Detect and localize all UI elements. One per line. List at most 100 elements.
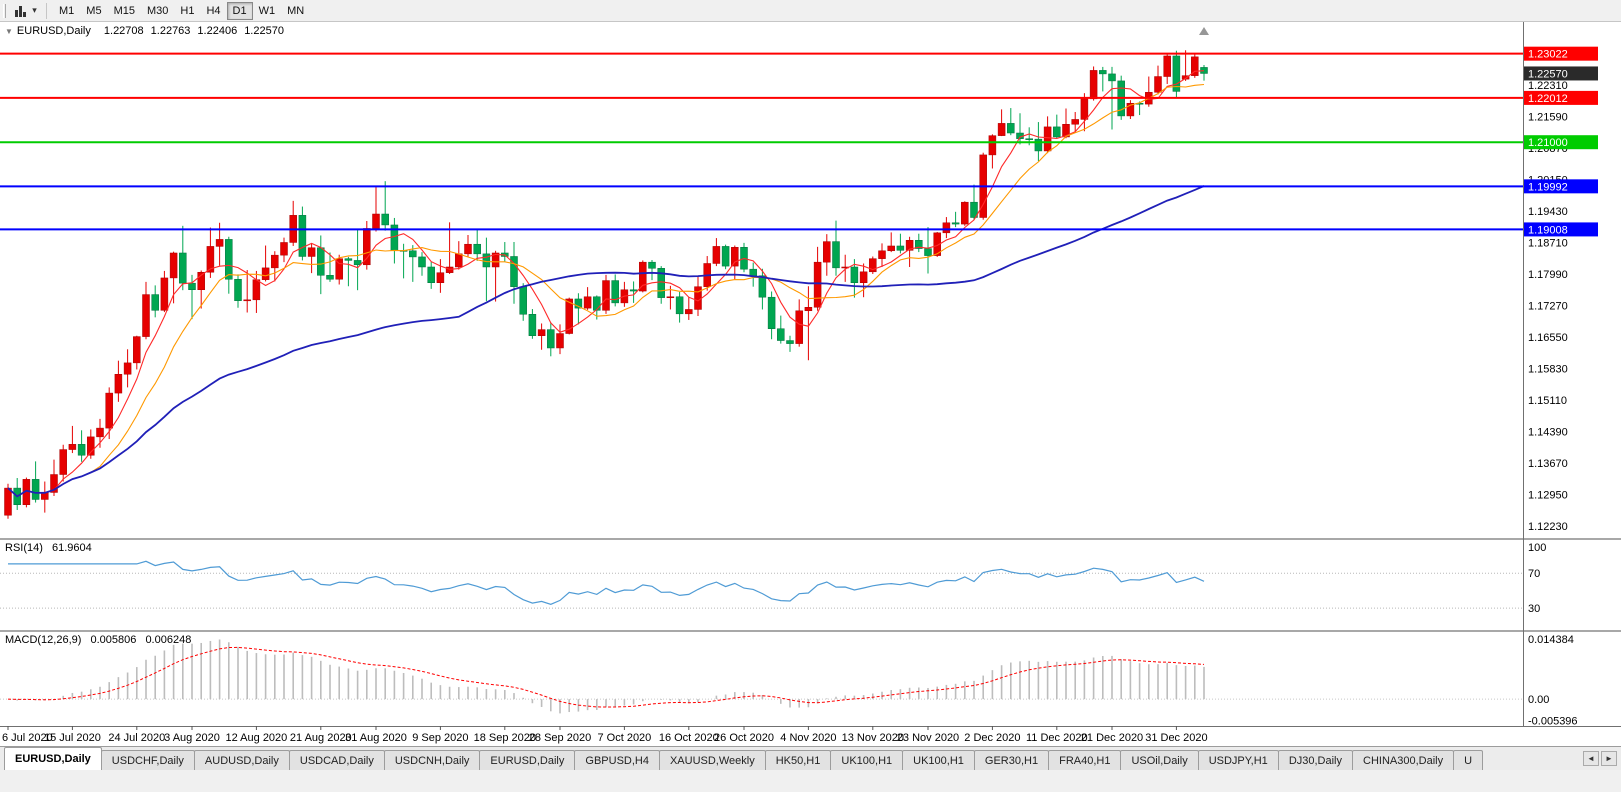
candle-body — [694, 286, 702, 310]
svg-text:1.22570: 1.22570 — [1528, 68, 1568, 80]
chart-tab-14[interactable]: USDJPY,H1 — [1197, 750, 1279, 770]
chart-tab-5[interactable]: EURUSD,Daily — [479, 750, 576, 770]
svg-text:30: 30 — [1528, 603, 1540, 615]
timeframe-button-w1[interactable]: W1 — [258, 4, 276, 17]
candle-body — [574, 298, 583, 309]
candle-body — [133, 336, 141, 364]
candle-body — [114, 374, 123, 394]
price-axis-tick-labels: 1.223101.215901.208701.201501.194301.187… — [1528, 80, 1568, 533]
chart-type-dropdown-icon[interactable]: ▾ — [32, 5, 37, 15]
svg-text:1.19008: 1.19008 — [1528, 224, 1568, 236]
rsi-indicator-header: RSI(14) 61.9604 — [5, 542, 92, 554]
chart-tab-9[interactable]: UK100,H1 — [830, 750, 904, 770]
candle-body — [344, 258, 353, 261]
timeframe-button-h1[interactable]: H1 — [180, 4, 195, 17]
timeframe-button-m15[interactable]: M15 — [113, 4, 135, 17]
svg-text:23 Nov 2020: 23 Nov 2020 — [897, 732, 959, 744]
tabs-scroll-controls: ◄ ► — [1583, 751, 1617, 770]
chart-tab-0[interactable]: EURUSD,Daily — [4, 747, 102, 770]
candle-body — [685, 309, 693, 315]
candle-body — [4, 487, 12, 516]
macd-panel: 0.014384 0.00 -0.005396 — [0, 634, 1578, 727]
tabs-scroll-right-button[interactable]: ► — [1601, 751, 1617, 766]
macd-signal-line — [7, 646, 1205, 708]
candle-body — [832, 241, 840, 269]
chart-area[interactable]: 1.223101.215901.208701.201501.194301.187… — [0, 22, 1621, 746]
candle-body — [307, 247, 316, 257]
chart-tab-10[interactable]: UK100,H1 — [902, 750, 975, 770]
candle-body — [970, 201, 978, 218]
moving-average-lines — [7, 70, 1205, 498]
chart-tab-15[interactable]: DJ30,Daily — [1277, 750, 1353, 770]
candle-body — [859, 271, 868, 283]
chart-tab-12[interactable]: FRA40,H1 — [1048, 750, 1122, 770]
macd-main-value: 0.005806 — [90, 634, 137, 646]
candle-body — [1181, 75, 1190, 80]
chart-tab-11[interactable]: GER30,H1 — [973, 750, 1050, 770]
svg-text:13 Nov 2020: 13 Nov 2020 — [842, 732, 904, 744]
candle-body — [767, 296, 776, 329]
candle-body — [436, 272, 445, 283]
macd-signal-value: 0.006248 — [145, 634, 192, 646]
ohlc-low-value: 1.22406 — [197, 25, 238, 37]
candle-body — [602, 280, 610, 311]
candle-body — [556, 333, 564, 349]
candle-body — [988, 135, 997, 156]
candle-body — [1043, 126, 1052, 152]
candle-body — [1080, 98, 1089, 120]
timeframe-buttons: M1 M5 M15 M30 H1 H4 D1 W1 MN — [53, 1, 310, 20]
candle-body — [482, 253, 491, 268]
candle-body — [317, 247, 325, 276]
candle-body — [850, 266, 859, 283]
toolbar-drag-grip[interactable] — [3, 3, 6, 18]
chart-shift-marker-icon[interactable] — [1199, 27, 1209, 35]
candle-body — [59, 449, 67, 475]
chart-canvas[interactable]: 1.223101.215901.208701.201501.194301.187… — [0, 22, 1621, 746]
chart-tab-13[interactable]: USOil,Daily — [1120, 750, 1199, 770]
chart-tab-7[interactable]: XAUUSD,Weekly — [658, 750, 766, 770]
svg-text:1.12950: 1.12950 — [1528, 490, 1568, 502]
chart-type-icon[interactable] — [12, 3, 28, 19]
chart-tab-6[interactable]: GBPUSD,H4 — [574, 750, 660, 770]
candle-body — [731, 247, 739, 267]
candle-body — [639, 261, 647, 292]
candle-body — [280, 242, 288, 256]
ohlc-close-value: 1.22570 — [244, 25, 284, 37]
chart-tab-17[interactable]: U — [1453, 750, 1484, 770]
candle-body — [528, 314, 537, 336]
candle-body — [961, 201, 969, 225]
svg-text:100: 100 — [1528, 542, 1546, 554]
candle-body — [887, 245, 895, 252]
chart-tab-3[interactable]: USDCAD,Daily — [288, 750, 385, 770]
candle-body — [547, 329, 555, 349]
svg-text:21 Dec 2020: 21 Dec 2020 — [1081, 732, 1143, 744]
ma-10-line — [7, 83, 1205, 498]
chart-tab-2[interactable]: AUDUSD,Daily — [193, 750, 290, 770]
chart-tab-1[interactable]: USDCHF,Daily — [100, 750, 195, 770]
chart-tab-bar: EURUSD,Daily USDCHF,Daily AUDUSD,Daily USDC… — [0, 746, 1621, 770]
chart-tab-4[interactable]: USDCNH,Daily — [383, 750, 481, 770]
chart-tab-8[interactable]: HK50,H1 — [764, 750, 832, 770]
candle-body — [1126, 102, 1135, 117]
timeframe-button-mn[interactable]: MN — [287, 4, 305, 17]
timeframe-button-m5[interactable]: M5 — [86, 4, 102, 17]
timeframe-button-m1[interactable]: M1 — [59, 4, 75, 17]
svg-text:1.18710: 1.18710 — [1528, 237, 1568, 249]
toolbar-separator — [46, 2, 47, 19]
svg-text:1.15110: 1.15110 — [1528, 395, 1567, 407]
timeframe-button-h4[interactable]: H4 — [206, 4, 221, 17]
candle-body — [1163, 55, 1171, 77]
collapse-subwindow-icon[interactable]: ▼ — [5, 26, 13, 36]
timeframe-button-m30[interactable]: M30 — [146, 4, 169, 17]
macd-name-label: MACD(12,26,9) — [5, 634, 82, 646]
chart-tab-16[interactable]: CHINA300,Daily — [1352, 750, 1455, 770]
timeframe-button-d1[interactable]: D1 — [226, 1, 253, 20]
tabs-scroll-left-button[interactable]: ◄ — [1583, 751, 1599, 766]
svg-text:-0.005396: -0.005396 — [1528, 715, 1578, 727]
svg-text:1.17990: 1.17990 — [1528, 269, 1568, 281]
candle-body — [777, 328, 785, 341]
svg-text:1.15830: 1.15830 — [1528, 364, 1568, 376]
price-axis-tags: 1.23022 1.22012 1.21000 1.19992 1.19008 1.225… — [1524, 46, 1598, 237]
candle-body — [942, 222, 951, 234]
timeframe-toolbar: ▾ M1 M5 M15 M30 H1 H4 D1 W1 MN — [0, 0, 1621, 22]
